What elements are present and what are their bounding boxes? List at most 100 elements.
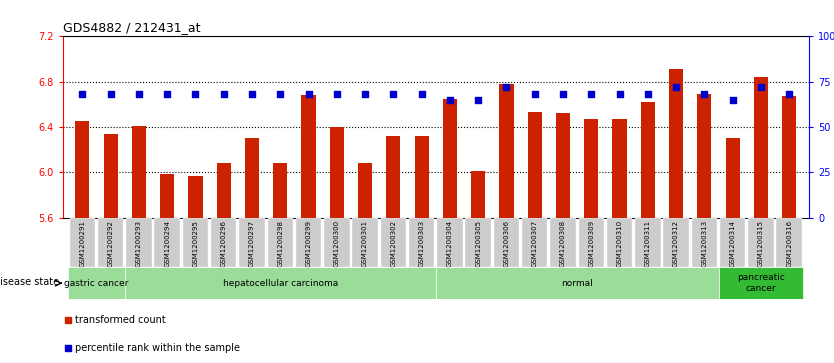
- Point: [500, 84, 513, 90]
- Text: GSM1200304: GSM1200304: [447, 220, 453, 267]
- Point: [556, 91, 570, 97]
- Point: [61, 317, 74, 323]
- FancyBboxPatch shape: [435, 267, 719, 299]
- Text: GSM1200305: GSM1200305: [475, 220, 481, 267]
- FancyBboxPatch shape: [239, 218, 264, 267]
- Point: [245, 91, 259, 97]
- Bar: [669, 69, 683, 218]
- Point: [698, 91, 711, 97]
- FancyBboxPatch shape: [69, 218, 95, 267]
- Point: [528, 91, 541, 97]
- Bar: [386, 136, 400, 218]
- Bar: [556, 113, 570, 218]
- Bar: [329, 127, 344, 218]
- Text: GSM1200303: GSM1200303: [419, 220, 425, 268]
- Bar: [217, 163, 231, 218]
- FancyBboxPatch shape: [636, 218, 661, 267]
- Text: GSM1200292: GSM1200292: [108, 220, 113, 267]
- Point: [471, 97, 485, 103]
- Text: disease state: disease state: [0, 277, 59, 286]
- Bar: [754, 77, 768, 218]
- Text: GSM1200311: GSM1200311: [645, 220, 651, 268]
- Bar: [245, 138, 259, 218]
- Text: hepatocellular carcinoma: hepatocellular carcinoma: [223, 279, 338, 287]
- Bar: [274, 163, 288, 218]
- FancyBboxPatch shape: [494, 218, 520, 267]
- Text: pancreatic
cancer: pancreatic cancer: [737, 273, 785, 293]
- Text: GSM1200306: GSM1200306: [504, 220, 510, 268]
- FancyBboxPatch shape: [183, 218, 208, 267]
- Bar: [103, 134, 118, 218]
- Bar: [782, 97, 796, 218]
- Point: [76, 91, 89, 97]
- Bar: [697, 94, 711, 218]
- Point: [274, 91, 287, 97]
- Text: GSM1200298: GSM1200298: [277, 220, 284, 267]
- Text: GSM1200313: GSM1200313: [701, 220, 707, 268]
- Point: [160, 91, 173, 97]
- Text: GSM1200307: GSM1200307: [532, 220, 538, 268]
- Bar: [132, 126, 146, 218]
- FancyBboxPatch shape: [465, 218, 491, 267]
- Text: GSM1200291: GSM1200291: [79, 220, 85, 267]
- Bar: [471, 171, 485, 218]
- Text: normal: normal: [561, 279, 593, 287]
- Point: [217, 91, 230, 97]
- Bar: [75, 121, 89, 218]
- Text: GSM1200310: GSM1200310: [616, 220, 622, 268]
- Point: [104, 91, 118, 97]
- Text: GSM1200297: GSM1200297: [249, 220, 255, 267]
- FancyBboxPatch shape: [154, 218, 180, 267]
- FancyBboxPatch shape: [126, 218, 152, 267]
- FancyBboxPatch shape: [607, 218, 632, 267]
- FancyBboxPatch shape: [352, 218, 378, 267]
- Text: GSM1200294: GSM1200294: [164, 220, 170, 267]
- Point: [415, 91, 429, 97]
- Text: percentile rank within the sample: percentile rank within the sample: [75, 343, 240, 352]
- Bar: [414, 136, 429, 218]
- Bar: [528, 112, 542, 218]
- Bar: [160, 174, 174, 218]
- Bar: [443, 99, 457, 218]
- FancyBboxPatch shape: [211, 218, 236, 267]
- Bar: [612, 119, 626, 218]
- Text: GSM1200315: GSM1200315: [758, 220, 764, 267]
- Text: GSM1200309: GSM1200309: [588, 220, 595, 268]
- Text: GSM1200312: GSM1200312: [673, 220, 679, 267]
- FancyBboxPatch shape: [125, 267, 435, 299]
- FancyBboxPatch shape: [296, 218, 321, 267]
- Point: [61, 345, 74, 351]
- Bar: [358, 163, 372, 218]
- Bar: [726, 138, 740, 218]
- FancyBboxPatch shape: [68, 267, 125, 299]
- Point: [387, 91, 400, 97]
- FancyBboxPatch shape: [748, 218, 774, 267]
- Text: GSM1200295: GSM1200295: [193, 220, 198, 267]
- Point: [670, 84, 683, 90]
- Text: GSM1200299: GSM1200299: [305, 220, 312, 267]
- Bar: [301, 95, 315, 218]
- FancyBboxPatch shape: [522, 218, 547, 267]
- Point: [782, 91, 796, 97]
- FancyBboxPatch shape: [776, 218, 802, 267]
- Text: gastric cancer: gastric cancer: [64, 279, 128, 287]
- FancyBboxPatch shape: [268, 218, 293, 267]
- Point: [188, 91, 202, 97]
- Text: GSM1200293: GSM1200293: [136, 220, 142, 267]
- Point: [641, 91, 655, 97]
- Bar: [584, 119, 598, 218]
- Text: GSM1200301: GSM1200301: [362, 220, 368, 268]
- FancyBboxPatch shape: [719, 267, 803, 299]
- Point: [443, 97, 456, 103]
- Text: GDS4882 / 212431_at: GDS4882 / 212431_at: [63, 21, 200, 34]
- FancyBboxPatch shape: [324, 218, 349, 267]
- Text: GSM1200300: GSM1200300: [334, 220, 339, 268]
- Text: GSM1200308: GSM1200308: [560, 220, 566, 268]
- FancyBboxPatch shape: [579, 218, 604, 267]
- FancyBboxPatch shape: [409, 218, 435, 267]
- Point: [585, 91, 598, 97]
- Point: [754, 84, 767, 90]
- FancyBboxPatch shape: [437, 218, 463, 267]
- FancyBboxPatch shape: [98, 218, 123, 267]
- Text: GSM1200316: GSM1200316: [786, 220, 792, 268]
